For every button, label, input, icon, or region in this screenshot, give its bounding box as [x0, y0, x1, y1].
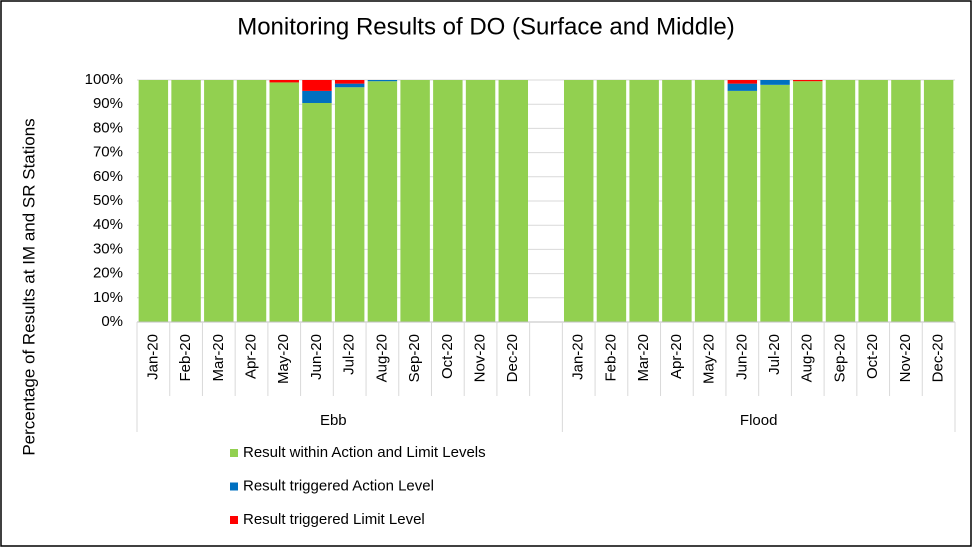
bar-segment — [269, 80, 299, 83]
x-tick-label: Sep-20 — [406, 334, 423, 382]
bar-segment — [596, 80, 627, 322]
x-tick-label: Jan-20 — [144, 334, 161, 380]
bar-segment — [858, 80, 888, 322]
bar-segment — [400, 80, 430, 322]
y-tick-label: 30% — [93, 240, 123, 257]
x-tick-label: Jan-20 — [570, 334, 587, 380]
x-tick-label: Jul-20 — [766, 334, 783, 375]
legend-label: Result triggered Limit Level — [243, 511, 425, 528]
x-tick-label: Oct-20 — [864, 334, 881, 379]
bar-segment — [629, 80, 659, 322]
x-tick-label: Aug-20 — [799, 334, 816, 382]
y-tick-label: 100% — [85, 71, 123, 88]
bar-segment — [793, 80, 823, 82]
bar-segment — [302, 80, 332, 91]
x-tick-label: Jun-20 — [308, 334, 325, 380]
bar-segment — [334, 80, 365, 84]
bar-segment — [563, 80, 594, 322]
x-tick-label: Dec-20 — [930, 334, 947, 382]
legend-label: Result triggered Action Level — [243, 477, 434, 494]
y-tick-label: 40% — [93, 216, 123, 233]
legend-swatch — [230, 482, 238, 491]
bar-segment — [825, 80, 856, 322]
x-tick-label: May-20 — [701, 334, 718, 384]
x-tick-label: Apr-20 — [242, 334, 259, 379]
bar-segment — [302, 90, 332, 103]
bar-segment — [727, 90, 758, 322]
y-tick-label: 50% — [93, 192, 123, 209]
bar-segment — [269, 82, 299, 322]
bar-segment — [367, 81, 398, 323]
y-tick-label: 20% — [93, 265, 123, 282]
legend-label: Result within Action and Limit Levels — [243, 444, 486, 461]
legend-swatch — [230, 516, 238, 524]
bar-segment — [302, 102, 332, 323]
bar-segment — [465, 80, 496, 322]
y-tick-label: 60% — [93, 168, 123, 185]
bar-segment — [433, 80, 463, 322]
x-tick-label: Oct-20 — [439, 334, 456, 379]
bar-segment — [662, 80, 692, 322]
y-tick-label: 70% — [93, 144, 123, 161]
bar-segment — [367, 80, 398, 82]
x-tick-label: Jul-20 — [341, 334, 358, 375]
bar-segment — [498, 80, 529, 322]
bar-segment — [760, 84, 790, 322]
bar-segment — [923, 80, 954, 322]
x-tick-label: Mar-20 — [635, 334, 652, 382]
x-tick-label: Nov-20 — [897, 334, 914, 382]
bar-segment — [171, 80, 201, 322]
y-axis-label: Percentage of Results at IM and SR Stati… — [19, 118, 38, 455]
bar-segment — [760, 80, 790, 85]
x-tick-label: Sep-20 — [831, 334, 848, 382]
bar-segment — [334, 83, 365, 88]
y-tick-label: 90% — [93, 95, 123, 112]
bar-segment — [694, 80, 725, 322]
x-tick-label: May-20 — [275, 334, 292, 384]
bar-segment — [793, 81, 823, 323]
y-tick-label: 10% — [93, 289, 123, 306]
bar-segment — [236, 80, 267, 322]
y-tick-label: 0% — [101, 313, 123, 330]
bar-segment — [891, 80, 921, 322]
x-tick-label: Aug-20 — [373, 334, 390, 382]
group-label: Ebb — [320, 412, 347, 429]
x-tick-label: Mar-20 — [210, 334, 227, 382]
bar-segment — [727, 83, 758, 91]
x-tick-label: Jun-20 — [733, 334, 750, 380]
x-tick-label: Apr-20 — [668, 334, 685, 379]
bar-segment — [334, 87, 365, 322]
bar-segment — [727, 80, 758, 84]
group-label: Flood — [740, 412, 778, 429]
x-tick-label: Nov-20 — [472, 334, 489, 382]
y-tick-label: 80% — [93, 119, 123, 136]
x-tick-label: Feb-20 — [602, 334, 619, 382]
bar-segment — [138, 80, 169, 322]
x-tick-label: Feb-20 — [177, 334, 194, 382]
bar-segment — [204, 80, 234, 322]
x-tick-label: Dec-20 — [504, 334, 521, 382]
legend-swatch — [230, 449, 238, 457]
chart-title: Monitoring Results of DO (Surface and Mi… — [237, 13, 735, 40]
